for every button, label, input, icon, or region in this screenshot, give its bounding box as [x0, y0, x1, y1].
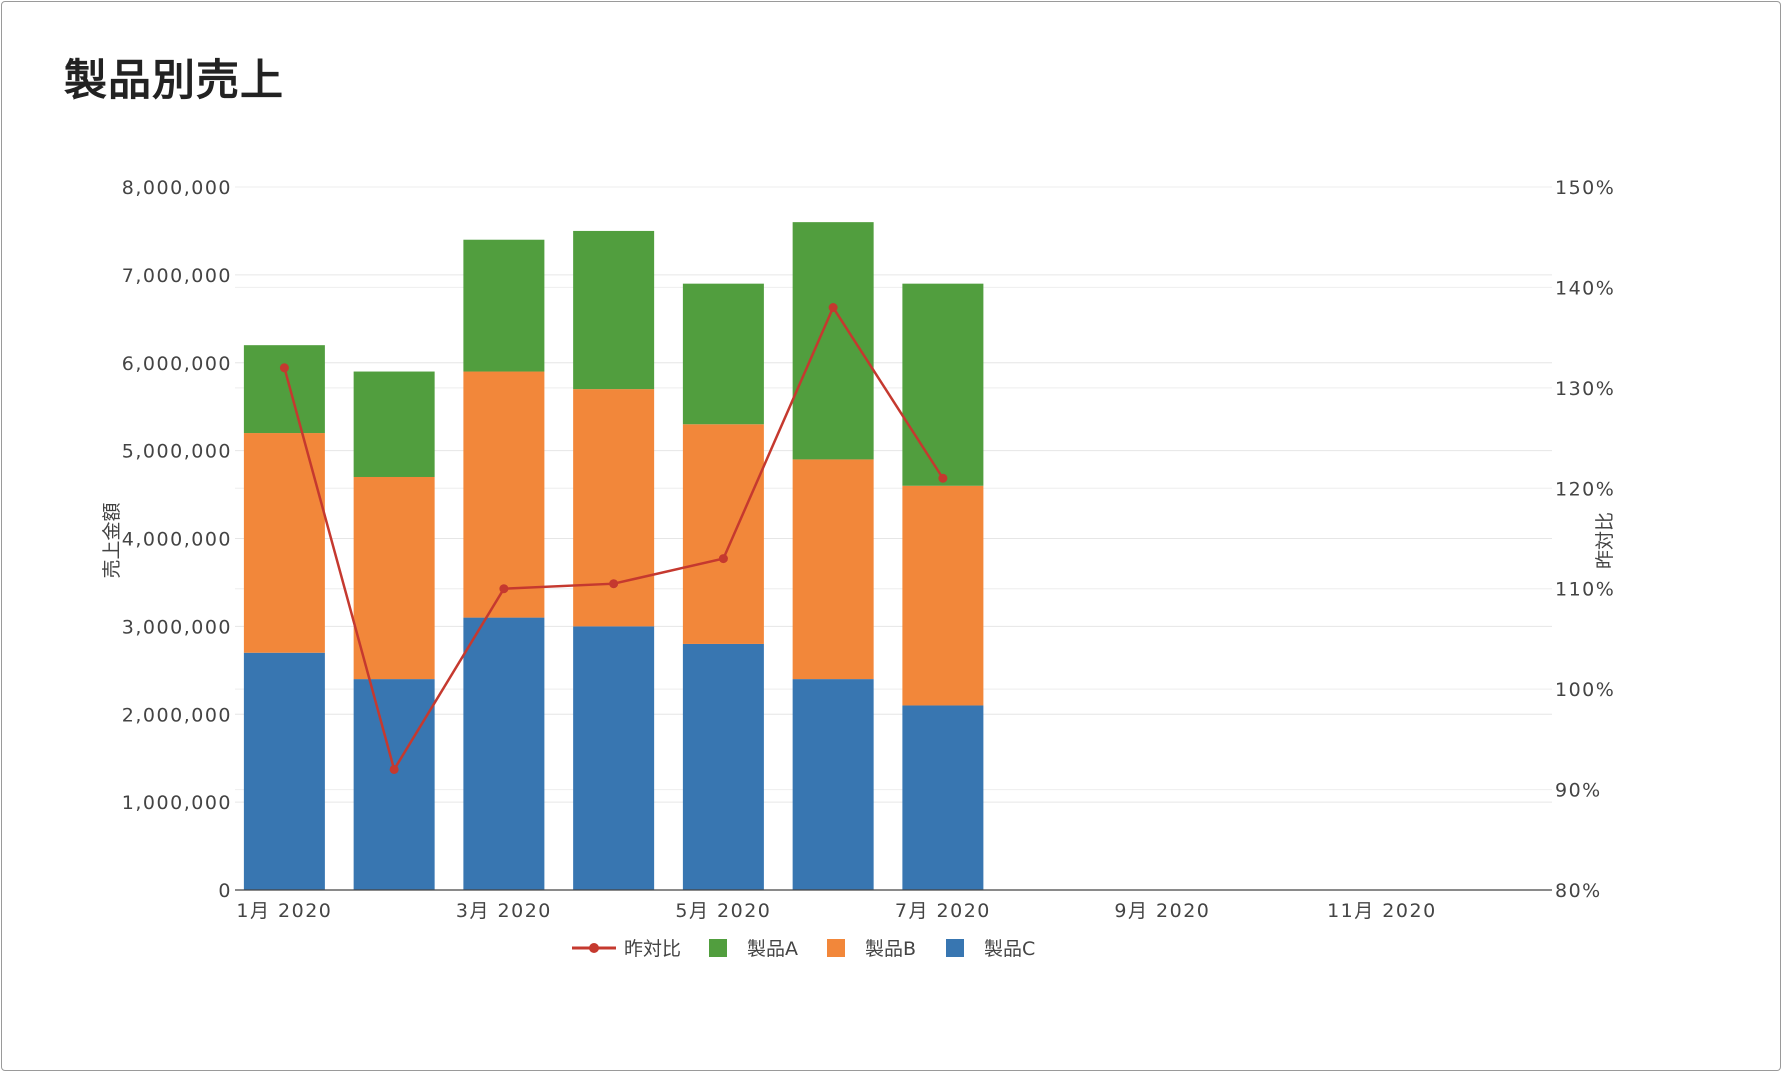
page-title: 製品別売上	[64, 56, 284, 106]
stacked-bars	[243, 222, 984, 890]
y2-tick-label: 90%	[1555, 780, 1602, 802]
legend-label: 製品A	[747, 938, 798, 960]
bar-製品B-6月 2020	[792, 459, 874, 680]
bar-製品A-1月 2020	[243, 345, 325, 434]
y-tick-label: 4,000,000	[122, 529, 232, 551]
bar-製品C-2月 2020	[353, 679, 435, 890]
legend-line-marker	[589, 943, 599, 953]
line-point-5月 2020	[718, 554, 728, 564]
y2-tick-label: 80%	[1555, 880, 1602, 902]
y2-axis-title: 昨対比	[1594, 512, 1616, 569]
bar-製品A-3月 2020	[463, 239, 545, 372]
y-tick-label: 8,000,000	[122, 177, 232, 199]
bar-製品C-5月 2020	[682, 643, 764, 890]
bar-製品A-5月 2020	[682, 283, 764, 425]
y-tick-label: 7,000,000	[122, 265, 232, 287]
legend-label: 昨対比	[624, 938, 681, 960]
bar-製品B-4月 2020	[573, 389, 655, 627]
legend-swatch	[709, 939, 727, 957]
legend-label: 製品C	[984, 938, 1035, 960]
x-tick-label: 5月 2020	[675, 900, 771, 922]
legend-label: 製品B	[865, 938, 916, 960]
line-point-2月 2020	[389, 764, 399, 774]
bar-製品C-7月 2020	[902, 705, 984, 890]
legend-swatch	[946, 939, 964, 957]
y2-tick-label: 130%	[1555, 378, 1615, 400]
line-point-6月 2020	[828, 303, 838, 313]
bar-製品A-6月 2020	[792, 222, 874, 460]
x-tick-label: 1月 2020	[236, 900, 332, 922]
y2-tick-label: 100%	[1555, 679, 1615, 701]
bar-製品B-7月 2020	[902, 485, 984, 706]
y-tick-label: 3,000,000	[122, 616, 232, 638]
bar-製品B-1月 2020	[243, 433, 325, 653]
line-point-3月 2020	[499, 584, 509, 594]
y2-tick-label: 120%	[1555, 478, 1615, 500]
bar-製品A-4月 2020	[573, 230, 655, 390]
line-point-7月 2020	[938, 473, 948, 483]
bar-製品A-2月 2020	[353, 371, 435, 477]
legend-swatch	[827, 939, 845, 957]
bar-製品C-6月 2020	[792, 679, 874, 890]
legend: 昨対比 製品A 製品B 製品C	[572, 938, 1035, 960]
y-tick-label: 1,000,000	[122, 792, 232, 814]
bar-製品C-1月 2020	[243, 652, 325, 890]
yoy-line	[279, 303, 948, 774]
bar-製品B-2月 2020	[353, 476, 435, 680]
y2-tick-label: 140%	[1555, 277, 1615, 299]
bar-製品B-3月 2020	[463, 371, 545, 618]
line-point-4月 2020	[609, 579, 619, 589]
y-tick-label: 0	[218, 880, 232, 902]
y-tick-label: 5,000,000	[122, 441, 232, 463]
bar-製品C-4月 2020	[573, 626, 655, 890]
x-tick-label: 11月 2020	[1327, 900, 1437, 922]
y-axis-title: 売上金額	[101, 502, 123, 578]
x-tick-label: 3月 2020	[456, 900, 552, 922]
line-point-1月 2020	[279, 363, 289, 373]
y-tick-label: 2,000,000	[122, 704, 232, 726]
y-tick-label: 6,000,000	[122, 353, 232, 375]
y2-tick-label: 150%	[1555, 177, 1615, 199]
bar-製品A-7月 2020	[902, 283, 984, 486]
bar-製品B-5月 2020	[682, 424, 764, 644]
bar-製品C-3月 2020	[463, 617, 545, 890]
x-tick-label: 7月 2020	[895, 900, 991, 922]
gridlines	[235, 186, 1552, 803]
axes: 0 1,000,000 2,000,000 3,000,000 4,000,000 5,0…	[101, 177, 1616, 922]
y2-tick-label: 110%	[1555, 579, 1615, 601]
x-tick-label: 9月 2020	[1114, 900, 1210, 922]
